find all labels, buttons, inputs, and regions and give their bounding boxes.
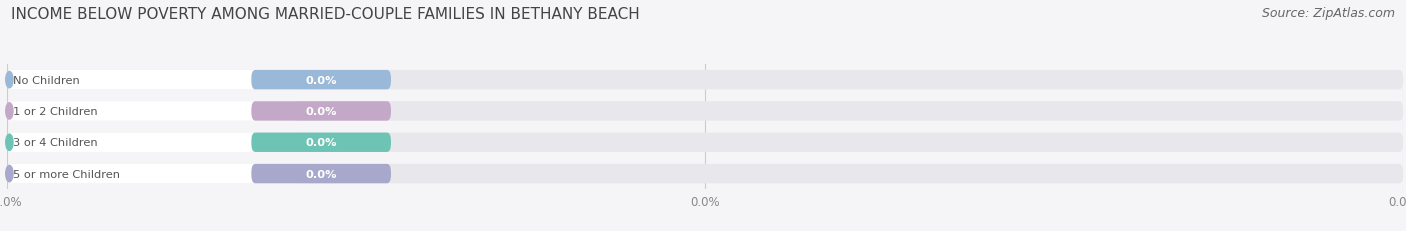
Text: 0.0%: 0.0% [305, 75, 337, 85]
FancyBboxPatch shape [7, 71, 301, 90]
FancyBboxPatch shape [252, 164, 391, 183]
FancyBboxPatch shape [7, 164, 301, 183]
Text: 0.0%: 0.0% [305, 138, 337, 148]
Text: 0.0%: 0.0% [305, 169, 337, 179]
Text: 0.0%: 0.0% [305, 106, 337, 116]
FancyBboxPatch shape [7, 133, 1403, 152]
FancyBboxPatch shape [7, 102, 301, 121]
FancyBboxPatch shape [7, 164, 1403, 183]
FancyBboxPatch shape [7, 102, 1403, 121]
FancyBboxPatch shape [252, 102, 391, 121]
Text: 1 or 2 Children: 1 or 2 Children [13, 106, 97, 116]
Circle shape [6, 166, 13, 182]
Text: INCOME BELOW POVERTY AMONG MARRIED-COUPLE FAMILIES IN BETHANY BEACH: INCOME BELOW POVERTY AMONG MARRIED-COUPL… [11, 7, 640, 22]
Circle shape [6, 134, 13, 151]
Text: Source: ZipAtlas.com: Source: ZipAtlas.com [1261, 7, 1395, 20]
Text: No Children: No Children [13, 75, 80, 85]
FancyBboxPatch shape [7, 71, 1403, 90]
Circle shape [6, 72, 13, 88]
FancyBboxPatch shape [252, 71, 391, 90]
FancyBboxPatch shape [7, 133, 301, 152]
Circle shape [6, 103, 13, 120]
Text: 5 or more Children: 5 or more Children [13, 169, 120, 179]
FancyBboxPatch shape [252, 133, 391, 152]
Text: 3 or 4 Children: 3 or 4 Children [13, 138, 97, 148]
